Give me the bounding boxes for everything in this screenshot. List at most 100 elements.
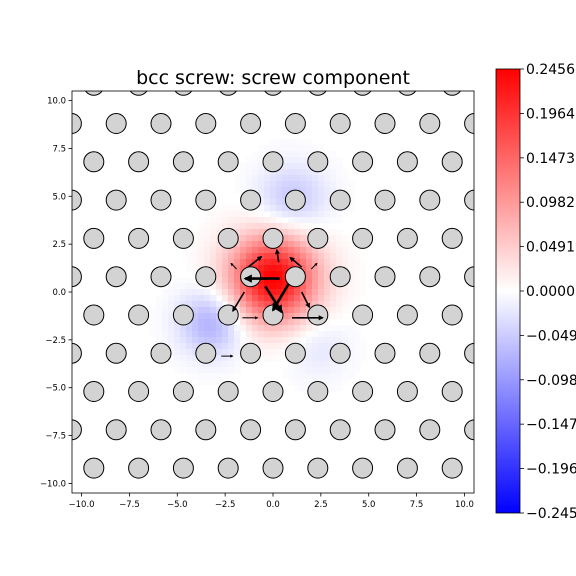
heatmap-cell — [300, 247, 307, 254]
heatmap-cell — [312, 343, 319, 350]
heatmap-cell — [252, 325, 259, 332]
heatmap-cell — [264, 289, 271, 296]
heatmap-cell — [324, 361, 331, 368]
heatmap-cell — [276, 349, 283, 356]
heatmap-cell — [300, 325, 307, 332]
heatmap-cell — [306, 187, 313, 194]
heatmap-cell — [168, 355, 175, 362]
heatmap-cell — [204, 223, 211, 230]
atom-marker — [352, 151, 374, 173]
heatmap-cell — [210, 229, 217, 236]
heatmap-cell — [336, 373, 343, 380]
heatmap-cell — [204, 253, 211, 260]
heatmap-cell — [174, 355, 181, 362]
heatmap-cell — [300, 235, 307, 242]
heatmap-cell — [234, 349, 241, 356]
heatmap-cell — [330, 313, 337, 320]
heatmap-cell — [258, 229, 265, 236]
heatmap-cell — [240, 163, 247, 170]
atom-marker — [195, 113, 217, 134]
displacement-arrow — [230, 262, 237, 270]
atom-marker — [307, 151, 329, 173]
heatmap-cell — [228, 289, 235, 296]
heatmap-cell — [324, 331, 331, 338]
heatmap-cell — [198, 259, 205, 266]
heatmap-cell — [216, 277, 223, 284]
heatmap-cell — [318, 211, 325, 218]
heatmap-cell — [162, 313, 169, 320]
heatmap-cell — [222, 247, 229, 254]
heatmap-cell — [264, 277, 271, 284]
heatmap-cell — [234, 217, 241, 224]
heatmap-cell — [258, 175, 265, 182]
heatmap-cell — [270, 139, 277, 146]
heatmap-cell — [228, 343, 235, 350]
heatmap-cell — [270, 247, 277, 254]
heatmap-cell — [282, 229, 289, 236]
heatmap-cell — [216, 259, 223, 266]
heatmap-cell — [354, 289, 361, 296]
heatmap-cell — [270, 331, 277, 338]
atom-marker — [419, 419, 441, 441]
heatmap-cell — [204, 337, 211, 344]
heatmap-cell — [210, 235, 217, 242]
heatmap-cell — [222, 217, 229, 224]
heatmap-cell — [348, 307, 355, 314]
heatmap-cell — [252, 229, 259, 236]
heatmap-cell — [306, 139, 313, 146]
heatmap-cell — [168, 289, 175, 296]
heatmap-cell — [288, 235, 295, 242]
heatmap-cell — [228, 361, 235, 368]
heatmap-cell — [270, 211, 277, 218]
heatmap-cell — [276, 205, 283, 212]
heatmap-cell — [318, 199, 325, 206]
heatmap-cell — [282, 223, 289, 230]
heatmap-cell — [210, 313, 217, 320]
heatmap-cell — [360, 271, 367, 278]
atom-marker — [105, 189, 127, 211]
heatmap-cell — [186, 289, 193, 296]
atom-marker — [374, 189, 396, 211]
atom-marker — [419, 342, 441, 364]
heatmap-cell — [240, 259, 247, 266]
heatmap-cell — [306, 337, 313, 344]
heatmap-cell — [324, 247, 331, 254]
heatmap-cell — [180, 361, 187, 368]
heatmap-cell — [324, 259, 331, 266]
heatmap-cell — [324, 319, 331, 326]
heatmap-cell — [348, 241, 355, 248]
heatmap-cell — [306, 223, 313, 230]
heatmap-cell — [252, 163, 259, 170]
heatmap-cell — [186, 325, 193, 332]
heatmap-cell — [204, 319, 211, 326]
atom-marker — [195, 342, 217, 364]
heatmap-cell — [336, 253, 343, 260]
heatmap-cell — [300, 211, 307, 218]
heatmap-cell — [270, 181, 277, 188]
heatmap-cell — [222, 355, 229, 362]
atom-marker — [307, 457, 329, 479]
heatmap-cell — [318, 301, 325, 308]
heatmap-cell — [324, 163, 331, 170]
heatmap-cell — [234, 271, 241, 278]
heatmap-cell — [204, 313, 211, 320]
atom-marker — [464, 189, 474, 211]
heatmap-cell — [186, 301, 193, 308]
heatmap-cell — [234, 223, 241, 230]
atom-lattice — [72, 91, 474, 479]
heatmap-cell — [156, 307, 163, 314]
heatmap-cell — [252, 217, 259, 224]
heatmap-cell — [324, 307, 331, 314]
heatmap-cell — [222, 331, 229, 338]
heatmap-cell — [306, 331, 313, 338]
heatmap-cell — [258, 295, 265, 302]
heatmap-cell — [246, 247, 253, 254]
heatmap-cell — [324, 265, 331, 272]
heatmap-cell — [294, 169, 301, 176]
x-tick-label: 10.0 — [455, 500, 474, 510]
heatmap-cell — [216, 271, 223, 278]
atom-marker — [262, 227, 284, 249]
heatmap-cell — [360, 259, 367, 266]
heatmap-cell — [210, 241, 217, 248]
atom-marker — [374, 113, 396, 134]
